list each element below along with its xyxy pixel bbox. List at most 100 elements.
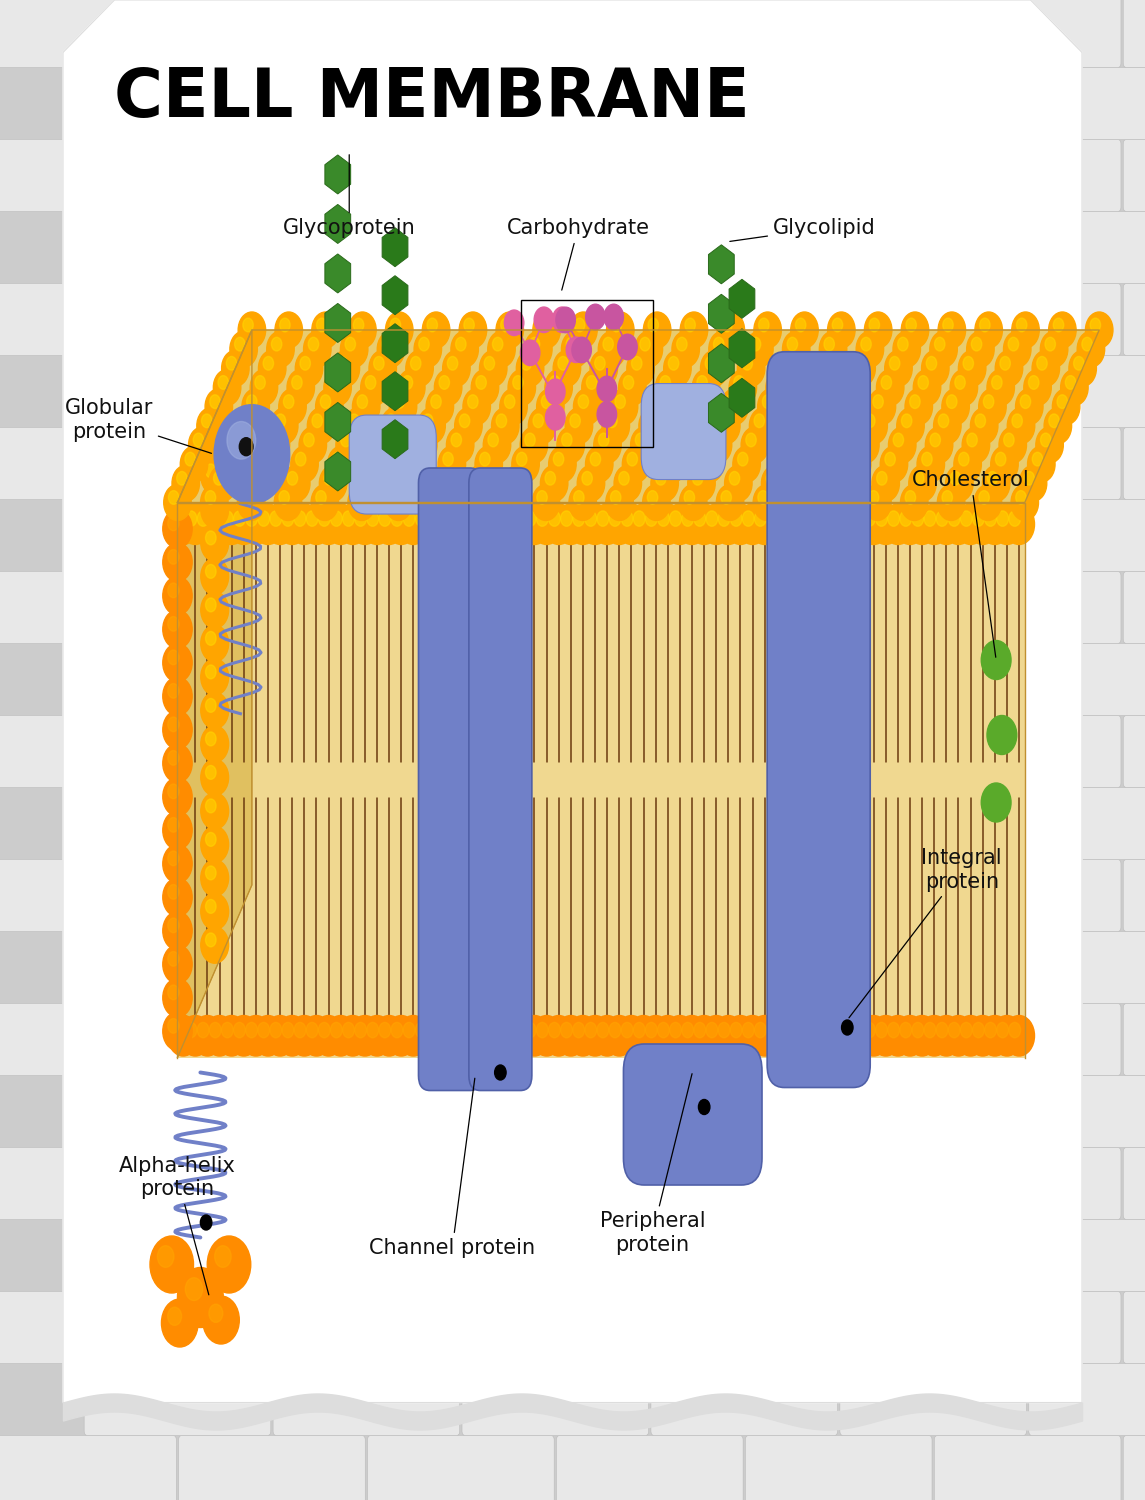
Circle shape: [934, 338, 945, 351]
Circle shape: [900, 512, 911, 526]
Circle shape: [173, 1023, 184, 1038]
Circle shape: [355, 512, 366, 526]
Circle shape: [647, 490, 657, 504]
FancyBboxPatch shape: [650, 788, 838, 859]
Circle shape: [590, 351, 617, 387]
Circle shape: [785, 504, 816, 544]
Circle shape: [897, 408, 924, 444]
Circle shape: [168, 750, 179, 765]
Circle shape: [1016, 388, 1043, 424]
Circle shape: [161, 1299, 198, 1347]
Circle shape: [606, 484, 633, 520]
Circle shape: [553, 351, 581, 387]
Circle shape: [168, 616, 179, 632]
Circle shape: [200, 894, 229, 930]
Circle shape: [324, 369, 352, 405]
Circle shape: [731, 1023, 742, 1038]
Circle shape: [200, 525, 229, 561]
FancyBboxPatch shape: [463, 644, 648, 716]
Circle shape: [568, 1016, 599, 1056]
Circle shape: [204, 504, 235, 544]
Circle shape: [603, 504, 634, 544]
Circle shape: [1017, 318, 1027, 332]
Circle shape: [803, 512, 814, 526]
FancyBboxPatch shape: [650, 644, 838, 716]
Circle shape: [403, 512, 414, 526]
Circle shape: [568, 504, 599, 544]
Circle shape: [202, 414, 212, 428]
FancyBboxPatch shape: [745, 859, 932, 932]
Circle shape: [664, 504, 695, 544]
Circle shape: [542, 394, 552, 408]
Circle shape: [472, 471, 482, 484]
Circle shape: [313, 504, 344, 544]
Circle shape: [643, 312, 671, 348]
Circle shape: [467, 394, 479, 408]
Circle shape: [524, 1023, 536, 1038]
FancyBboxPatch shape: [179, 140, 365, 212]
Circle shape: [585, 512, 597, 526]
Circle shape: [834, 1016, 864, 1056]
Circle shape: [907, 1016, 938, 1056]
Circle shape: [235, 338, 245, 351]
FancyBboxPatch shape: [0, 1436, 176, 1500]
Text: Channel protein: Channel protein: [369, 1078, 536, 1258]
Circle shape: [835, 465, 862, 501]
Circle shape: [815, 357, 827, 370]
Circle shape: [669, 357, 679, 370]
Circle shape: [811, 453, 822, 466]
Circle shape: [653, 504, 684, 544]
Circle shape: [705, 357, 716, 370]
Circle shape: [856, 433, 867, 447]
Circle shape: [163, 777, 192, 816]
Circle shape: [1052, 388, 1080, 424]
Circle shape: [163, 610, 192, 648]
Circle shape: [981, 783, 1011, 822]
Circle shape: [205, 933, 216, 946]
Circle shape: [471, 504, 502, 544]
Circle shape: [205, 490, 215, 504]
Circle shape: [505, 394, 515, 408]
Circle shape: [749, 1016, 780, 1056]
Circle shape: [1004, 433, 1014, 447]
Circle shape: [545, 369, 572, 405]
Circle shape: [616, 504, 647, 544]
Circle shape: [627, 453, 638, 466]
Circle shape: [726, 394, 736, 408]
Circle shape: [787, 338, 798, 351]
Circle shape: [406, 453, 417, 466]
Circle shape: [852, 512, 863, 526]
Circle shape: [853, 357, 863, 370]
Circle shape: [311, 414, 323, 428]
Circle shape: [163, 543, 192, 582]
Circle shape: [431, 394, 441, 408]
Circle shape: [773, 1016, 804, 1056]
Circle shape: [237, 484, 264, 520]
Circle shape: [200, 726, 229, 762]
Circle shape: [803, 471, 813, 484]
Circle shape: [495, 1016, 526, 1056]
Circle shape: [594, 357, 605, 370]
Circle shape: [998, 427, 1026, 464]
Circle shape: [345, 338, 355, 351]
Circle shape: [586, 375, 597, 390]
Circle shape: [864, 414, 875, 428]
Circle shape: [791, 1023, 803, 1038]
Circle shape: [177, 1268, 223, 1328]
Circle shape: [885, 351, 913, 387]
Circle shape: [598, 376, 616, 402]
Circle shape: [779, 1023, 790, 1038]
Circle shape: [163, 676, 192, 716]
Circle shape: [631, 427, 658, 464]
Polygon shape: [382, 228, 408, 267]
Circle shape: [382, 338, 393, 351]
Circle shape: [602, 408, 630, 444]
Circle shape: [729, 369, 757, 405]
FancyBboxPatch shape: [85, 356, 271, 428]
Circle shape: [306, 512, 318, 526]
Circle shape: [362, 504, 393, 544]
Circle shape: [731, 512, 742, 526]
Circle shape: [717, 484, 744, 520]
Circle shape: [992, 375, 1002, 390]
FancyBboxPatch shape: [650, 68, 838, 140]
